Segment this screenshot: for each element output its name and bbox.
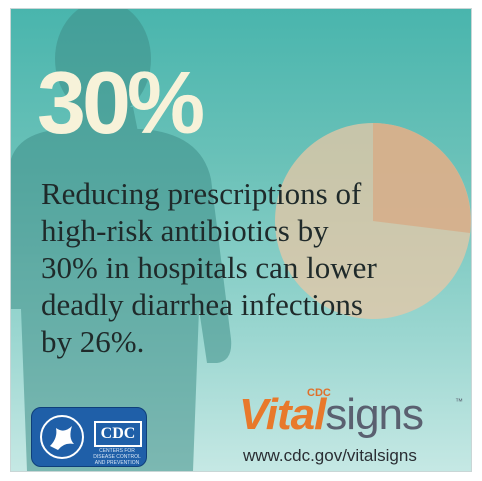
message-text: Reducing prescriptions of high-risk anti… <box>41 175 471 360</box>
cdc-logo[interactable]: CDC CENTERS FOR DISEASE CONTROL AND PREV… <box>31 407 147 467</box>
hhs-eagle-icon <box>40 415 84 459</box>
footer-url-link[interactable]: www.cdc.gov/vitalsigns <box>243 446 417 465</box>
trademark-mark: ™ <box>455 397 463 406</box>
vitalsigns-logo[interactable]: CDC Vitalsigns ™ <box>237 381 469 441</box>
vital-word: Vital <box>239 390 326 439</box>
message-line: 30% in hospitals can lower <box>41 250 377 285</box>
signs-word: signs <box>325 390 424 439</box>
vitalsigns-card: 30% Reducing prescriptions of high-risk … <box>10 8 472 472</box>
cdc-wordmark: CDC <box>94 421 142 447</box>
message-line: deadly diarrhea infections <box>41 287 363 322</box>
message-line: high-risk antibiotics by <box>41 213 329 248</box>
person-silhouette-icon <box>11 9 232 471</box>
headline-percent: 30% <box>37 53 205 152</box>
cdc-subtext: CENTERS FOR DISEASE CONTROL AND PREVENTI… <box>93 448 141 466</box>
vitalsigns-cdc-label: CDC <box>307 387 331 399</box>
message-line: Reducing prescriptions of <box>41 176 362 211</box>
message-line: by 26%. <box>41 324 145 359</box>
pie-chart-icon <box>275 123 471 319</box>
vitalsigns-wordmark: Vitalsigns <box>239 390 424 439</box>
